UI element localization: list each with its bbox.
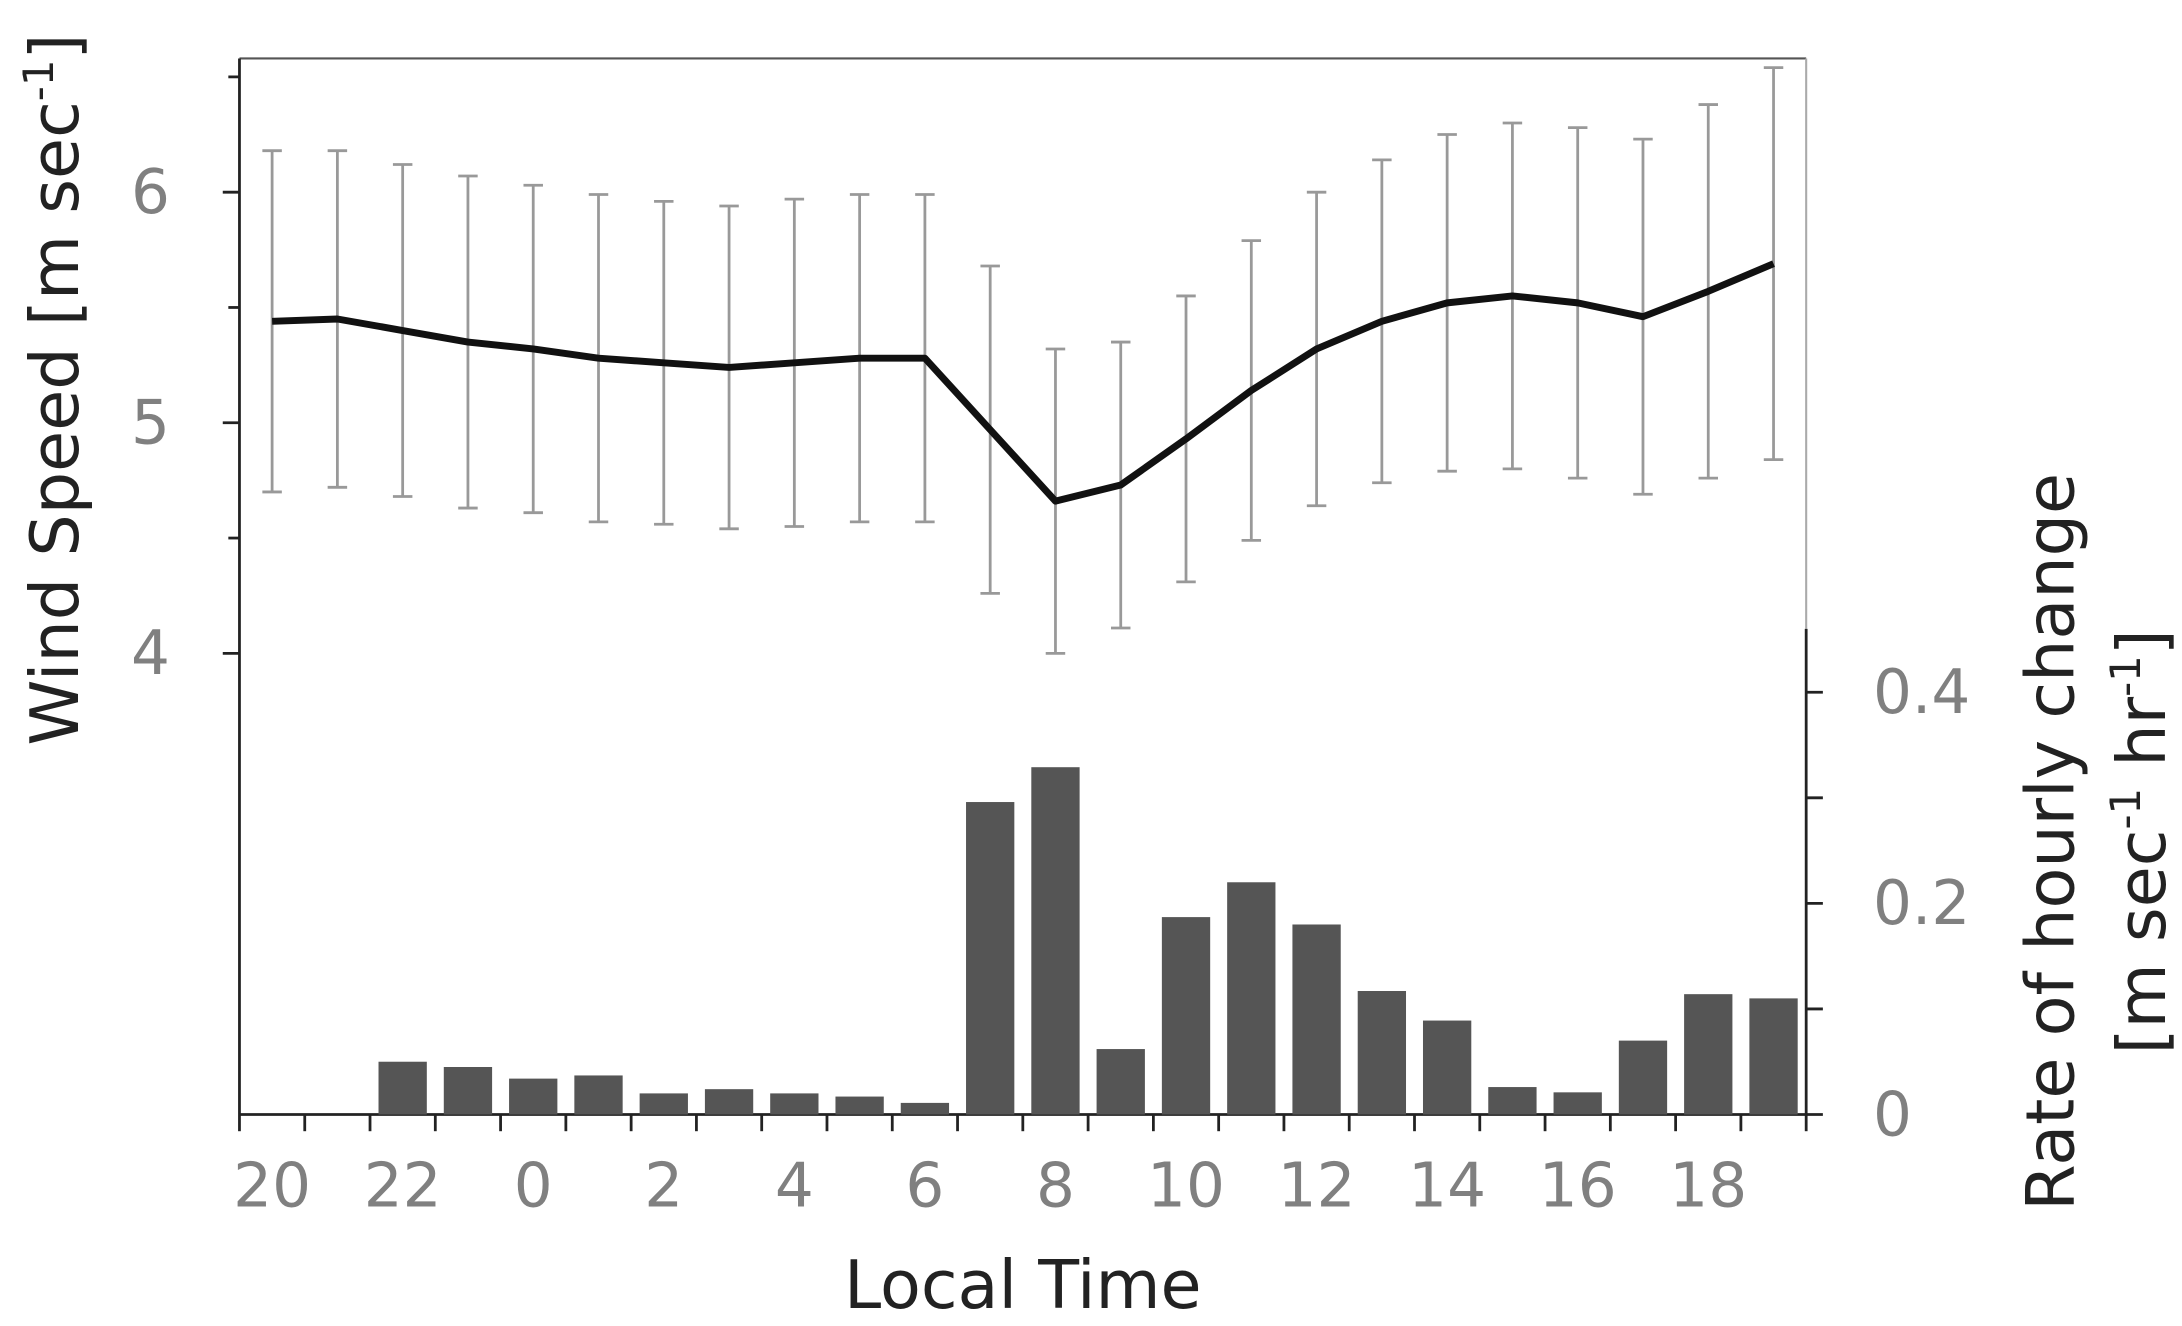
x-tick-label: 10	[1147, 1150, 1225, 1221]
y2-axis-label-part: hr	[2103, 696, 2181, 788]
bar	[704, 1089, 754, 1115]
bar	[966, 802, 1015, 1115]
x-tick-label: 20	[233, 1150, 311, 1221]
y2-axis-label-superscript: -1	[2101, 655, 2150, 697]
y2-axis-label-superscript: -1	[2101, 788, 2150, 830]
bar	[1684, 994, 1733, 1115]
bar	[1422, 1020, 1472, 1115]
bar	[1553, 1092, 1602, 1115]
bar	[1357, 990, 1407, 1115]
y2-axis-label-part: ]	[2103, 629, 2181, 655]
y-axis-label-part: Wind Speed [m sec	[16, 101, 94, 745]
x-axis-label: Local Time	[844, 1246, 1202, 1324]
bar	[1227, 882, 1276, 1115]
bar	[1749, 998, 1798, 1115]
x-tick-label: 0	[514, 1150, 553, 1221]
x-tick-label: 8	[1036, 1150, 1075, 1221]
bar	[639, 1093, 688, 1115]
x-tick-label: 12	[1278, 1150, 1356, 1221]
x-tick-label: 22	[364, 1150, 442, 1221]
bar	[574, 1075, 623, 1115]
x-tick-label: 18	[1669, 1150, 1747, 1221]
y-tick-label: 5	[131, 388, 170, 459]
bar	[770, 1093, 819, 1115]
x-tick-label: 14	[1408, 1150, 1486, 1221]
y2-tick-label: 0	[1873, 1079, 1912, 1150]
x-tick-label: 2	[644, 1150, 683, 1221]
line	[271, 260, 1775, 505]
bar	[1292, 924, 1341, 1115]
bar	[509, 1078, 558, 1115]
y2-tick-label: 0.2	[1873, 868, 1970, 939]
y2-axis-label: [m sec-1 hr-1]	[2101, 629, 2181, 1054]
y-axis-label-superscript: -1	[14, 60, 63, 102]
bar	[378, 1061, 427, 1115]
bar	[1031, 767, 1080, 1115]
x-tick-label: 16	[1539, 1150, 1617, 1221]
bar	[1096, 1049, 1145, 1115]
y-axis-label: Wind Speed [m sec-1]	[14, 34, 94, 746]
y2-tick-label: 0.4	[1873, 657, 1970, 728]
x-tick-label: 6	[905, 1150, 944, 1221]
y2-axis-label: Rate of hourly change	[2011, 473, 2089, 1211]
y2-axis-label-part: [m sec	[2103, 830, 2181, 1055]
bar	[900, 1102, 950, 1115]
bar	[1488, 1087, 1537, 1115]
bar	[1618, 1040, 1668, 1115]
y-tick-label: 4	[131, 618, 170, 689]
x-tick-label: 4	[775, 1150, 814, 1221]
bar	[835, 1096, 884, 1115]
y-tick-label: 6	[131, 157, 170, 228]
y-axis-label-part: ]	[16, 34, 94, 60]
bar	[1161, 917, 1211, 1115]
y2-axis-label-part: Rate of hourly change	[2011, 473, 2089, 1211]
bar	[443, 1067, 493, 1115]
